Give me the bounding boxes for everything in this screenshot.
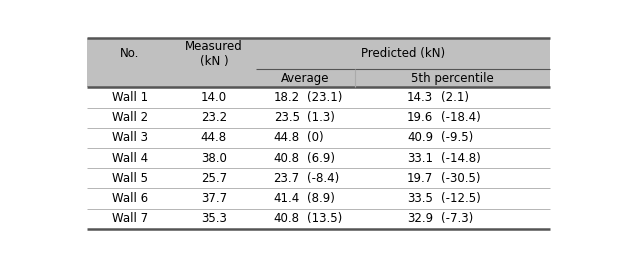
Text: 33.5: 33.5 [407,192,433,205]
Text: (-18.4): (-18.4) [441,111,481,124]
Text: Average: Average [281,72,330,85]
Bar [87,188,550,209]
Text: 40.9: 40.9 [407,131,433,144]
Text: 5th percentile: 5th percentile [411,72,494,85]
Text: 40.8: 40.8 [274,212,300,225]
Text: (-9.5): (-9.5) [441,131,473,144]
Text: (1.3): (1.3) [307,111,335,124]
Text: 32.9: 32.9 [407,212,433,225]
Text: (-14.8): (-14.8) [441,152,481,165]
Text: 35.3: 35.3 [201,212,227,225]
Text: (13.5): (13.5) [307,212,343,225]
Text: (8.9): (8.9) [307,192,335,205]
Text: Wall 7: Wall 7 [111,212,147,225]
Text: (6.9): (6.9) [307,152,335,165]
Text: (23.1): (23.1) [307,91,343,104]
Text: (-30.5): (-30.5) [441,172,480,185]
Text: 33.1: 33.1 [407,152,433,165]
Bar [87,87,550,108]
Text: (2.1): (2.1) [441,91,469,104]
Bar [87,148,550,168]
Bar [87,38,550,69]
Bar [87,128,550,148]
Text: (-12.5): (-12.5) [441,192,481,205]
Text: 19.7: 19.7 [407,172,433,185]
Text: Measured
(kN ): Measured (kN ) [185,40,243,68]
Text: 38.0: 38.0 [201,152,227,165]
Text: No.: No. [120,47,139,60]
Text: Wall 6: Wall 6 [111,192,147,205]
Text: Wall 1: Wall 1 [111,91,147,104]
Text: 23.7: 23.7 [274,172,300,185]
Text: 25.7: 25.7 [201,172,227,185]
Text: Wall 2: Wall 2 [111,111,147,124]
Text: 44.8: 44.8 [274,131,300,144]
Text: 37.7: 37.7 [201,192,227,205]
Text: Wall 3: Wall 3 [111,131,147,144]
Text: (0): (0) [307,131,324,144]
Text: 18.2: 18.2 [274,91,300,104]
Bar [87,209,550,229]
Text: 41.4: 41.4 [274,192,300,205]
Text: Wall 4: Wall 4 [111,152,147,165]
Bar [87,108,550,128]
Bar [87,69,550,87]
Text: 14.0: 14.0 [201,91,227,104]
Text: 19.6: 19.6 [407,111,433,124]
Bar [87,168,550,188]
Text: 23.5: 23.5 [274,111,300,124]
Text: 40.8: 40.8 [274,152,300,165]
Text: Wall 5: Wall 5 [111,172,147,185]
Text: 14.3: 14.3 [407,91,433,104]
Text: 44.8: 44.8 [201,131,227,144]
Text: 23.2: 23.2 [201,111,227,124]
Text: (-7.3): (-7.3) [441,212,473,225]
Text: Predicted (kN): Predicted (kN) [361,47,445,60]
Text: (-8.4): (-8.4) [307,172,340,185]
